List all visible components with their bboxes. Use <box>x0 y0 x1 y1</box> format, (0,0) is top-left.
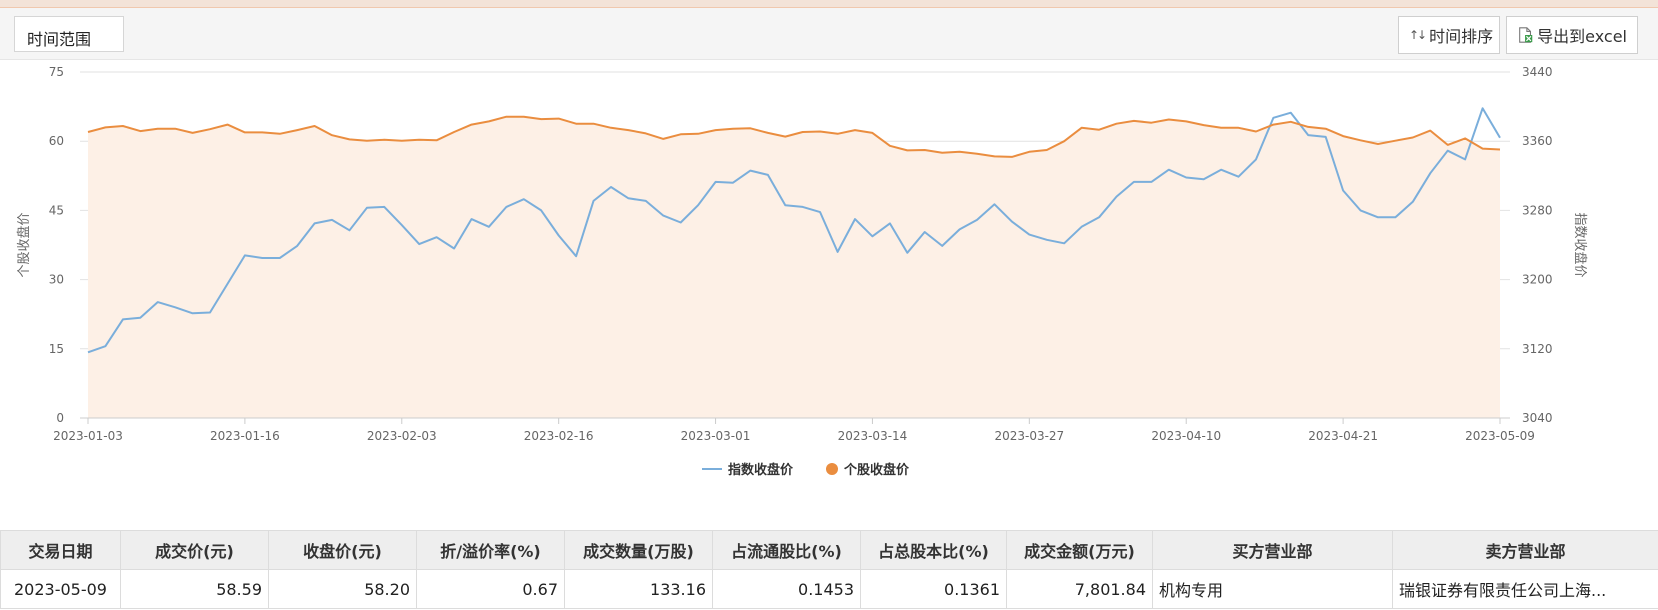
header-close-price: 收盘价(元) <box>268 530 417 570</box>
stock-area-fill <box>88 116 1500 418</box>
header-amount: 成交金额(万元) <box>1006 530 1153 570</box>
y-left-tick-label: 75 <box>49 65 64 79</box>
y-left-tick-label: 45 <box>49 203 64 217</box>
time-sort-button[interactable]: ↑↓ 时间排序 <box>1398 16 1500 54</box>
y-left-tick-label: 15 <box>49 342 64 356</box>
y-right-tick-label: 3200 <box>1522 273 1553 287</box>
stock-close-line <box>87 115 1501 158</box>
chart-svg: 0 3040 15 3120 30 3200 45 3280 60 3360 75 3440 2023-… <box>16 65 1588 478</box>
y-right-tick-label: 3040 <box>1522 411 1553 425</box>
cell-float-ratio: 0.1453 <box>712 569 861 609</box>
index-close-line <box>87 107 1501 354</box>
cell-premium-rate: 0.67 <box>416 569 565 609</box>
export-excel-button[interactable]: 导出到excel <box>1506 16 1638 54</box>
time-range-button[interactable]: 时间范围 <box>14 16 124 52</box>
header-buyer: 买方营业部 <box>1152 530 1393 570</box>
x-tick-label: 2023-02-16 <box>524 429 594 443</box>
header-trade-price: 成交价(元) <box>120 530 269 570</box>
price-chart: 0 3040 15 3120 30 3200 45 3280 60 3360 75 3440 2023-… <box>0 60 1658 530</box>
y-left-tick-label: 30 <box>49 273 64 287</box>
y-left-axis-label: 个股收盘价 <box>16 212 32 277</box>
x-tick-label: 2023-02-03 <box>367 429 437 443</box>
header-trade-date: 交易日期 <box>0 530 121 570</box>
legend-index-label: 指数收盘价 <box>728 462 794 478</box>
header-premium-rate: 折/溢价率(%) <box>416 530 565 570</box>
legend-stock-swatch <box>826 463 838 475</box>
cell-trade-price: 58.59 <box>120 569 269 609</box>
y-left-tick-label: 60 <box>49 134 64 148</box>
x-tick-label: 2023-01-03 <box>53 429 123 443</box>
top-accent-line <box>0 7 1658 8</box>
x-tick-label: 2023-03-01 <box>681 429 751 443</box>
table-row: 2023-05-09 58.59 58.20 0.67 133.16 0.145… <box>0 569 1658 609</box>
cell-volume: 133.16 <box>564 569 713 609</box>
cell-amount: 7,801.84 <box>1006 569 1153 609</box>
table-header-row: 交易日期 成交价(元) 收盘价(元) 折/溢价率(%) 成交数量(万股) 占流通… <box>0 530 1658 570</box>
top-accent-strip <box>0 0 1658 8</box>
y-right-tick-label: 3440 <box>1522 65 1553 79</box>
y-right-tick-label: 3280 <box>1522 203 1553 217</box>
y-right-axis-label: 指数收盘价 <box>1572 212 1588 277</box>
excel-file-icon <box>1519 27 1533 43</box>
y-left-tick-label: 0 <box>56 411 64 425</box>
cell-buyer: 机构专用 <box>1152 569 1393 609</box>
x-tick-label: 2023-05-09 <box>1465 429 1535 443</box>
sort-arrows-icon: ↑↓ <box>1409 28 1427 42</box>
cell-total-ratio: 0.1361 <box>860 569 1007 609</box>
x-tick-label: 2023-01-16 <box>210 429 280 443</box>
cell-trade-date: 2023-05-09 <box>0 569 121 609</box>
x-tick-label: 2023-03-27 <box>994 429 1064 443</box>
header-float-ratio: 占流通股比(%) <box>712 530 861 570</box>
cell-seller: 瑞银证券有限责任公司上海... <box>1392 569 1658 609</box>
toolbar: 时间范围 ↑↓ 时间排序 导出到excel <box>0 8 1658 60</box>
cell-close-price: 58.20 <box>268 569 417 609</box>
x-tick-label: 2023-04-21 <box>1308 429 1378 443</box>
block-trade-table: 交易日期 成交价(元) 收盘价(元) 折/溢价率(%) 成交数量(万股) 占流通… <box>0 530 1658 609</box>
header-total-ratio: 占总股本比(%) <box>860 530 1007 570</box>
header-seller: 卖方营业部 <box>1392 530 1658 570</box>
y-right-tick-label: 3360 <box>1522 134 1553 148</box>
legend-stock-label: 个股收盘价 <box>843 462 910 478</box>
y-right-tick-label: 3120 <box>1522 342 1553 356</box>
header-volume: 成交数量(万股) <box>564 530 713 570</box>
time-sort-label: 时间排序 <box>1429 27 1494 46</box>
x-tick-label: 2023-03-14 <box>838 429 908 443</box>
export-excel-label: 导出到excel <box>1537 27 1627 46</box>
x-tick-label: 2023-04-10 <box>1151 429 1221 443</box>
